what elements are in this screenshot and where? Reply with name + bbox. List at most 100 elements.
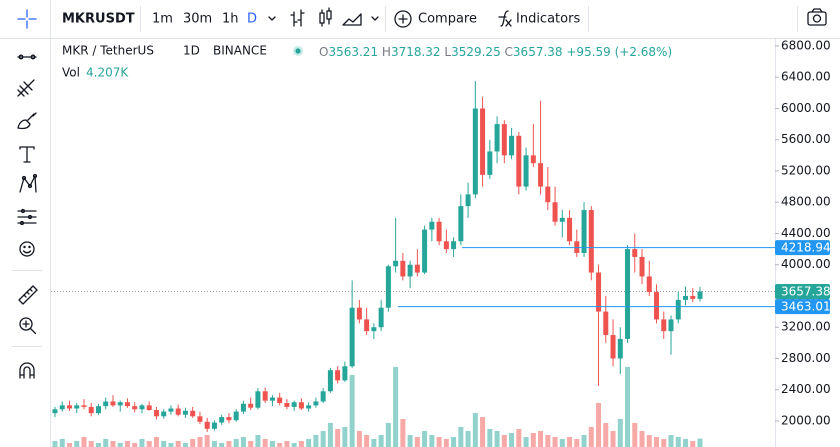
volume-bar [240,437,246,447]
volume-bar [458,427,464,447]
interval[interactable]: 1h [222,12,239,27]
volume-bar [219,443,225,447]
volume-bar [342,427,348,447]
interval[interactable]: 1m [152,12,173,27]
legend-exchange: BINANCE [213,44,267,58]
text-tool[interactable] [19,146,35,163]
volume-bar [668,435,674,447]
crosshair-tool[interactable] [17,9,37,29]
ohlc-value: 3529.25 [451,45,501,59]
candle-body [552,202,558,222]
volume-bar [480,417,486,447]
interval[interactable]: 30m [183,12,212,27]
candle-body [465,194,471,207]
y-tick-label: 4400.00 [781,226,831,240]
volume-bar [487,429,493,447]
candle-body [487,151,493,175]
candle-body [364,319,370,332]
candle-body [458,206,464,242]
volume-bar [95,443,101,447]
y-tick-label: 2800.00 [781,351,831,365]
volume-bar [690,441,696,447]
candle-body [509,135,515,156]
volume-bar [617,419,623,447]
candle-body [306,405,312,409]
candle-body [697,291,703,299]
volume-bar [262,439,268,447]
interval-active[interactable]: D [247,12,257,27]
prediction-tool[interactable] [17,208,37,226]
volume-bar [639,431,645,447]
candle-body [668,319,674,332]
volume-bar [277,443,283,447]
candle-body [139,405,145,410]
interval-menu[interactable] [268,16,276,21]
candle-body [639,256,645,277]
candle-body [523,155,529,187]
candle-body [393,260,399,267]
measure-tool[interactable] [18,285,38,305]
volume-bar [117,443,123,447]
candle-body [625,249,631,339]
volume-bar [284,441,290,447]
volume-bar [88,441,94,447]
volume-bar [124,441,130,447]
compare-button[interactable]: Compare [418,12,477,27]
candle-body [95,406,101,414]
candle-body [103,401,109,407]
compare-icon[interactable] [394,10,412,28]
magnet-tool[interactable] [19,362,35,379]
candle-body [596,272,602,312]
candle-body [146,405,152,411]
candle-body [407,264,413,277]
fib-tool[interactable] [17,79,35,97]
volume-bar [211,441,217,447]
candle-body [356,307,362,320]
indicators-button[interactable]: Indicators [516,12,580,27]
y-tick-label: 6800.00 [781,38,831,52]
candle-body [545,186,551,203]
bar-style[interactable] [290,9,305,27]
volume-bar [255,435,261,447]
volume-bar [429,435,435,447]
candle-style[interactable] [319,7,332,27]
candle-body [378,307,384,328]
candle-body [422,229,428,273]
volume-bar [182,443,188,447]
pattern-tool[interactable] [19,173,38,193]
indicators-icon[interactable] [498,10,512,27]
volume-bar [574,439,580,447]
volume-bar [625,367,631,447]
volume-bar [327,423,333,447]
candle-body [182,410,188,415]
candle-body [581,210,587,254]
plot-area [51,81,775,447]
candle-body [349,307,355,367]
candle-body [52,409,58,414]
volume-bar [59,439,65,447]
volume-bar [385,423,391,447]
candle-body [480,108,486,175]
symbol[interactable]: MKRUSDT [62,12,135,27]
candle-body [124,402,130,407]
volume-bar [153,437,159,447]
volume-bar [596,403,602,447]
candle-body [516,135,522,187]
volume-bar [632,423,638,447]
zoom-tool[interactable] [19,317,37,335]
candle-body [501,124,507,156]
style-menu[interactable] [371,16,379,21]
brush-tool[interactable] [17,112,37,130]
area-style[interactable] [342,13,362,26]
candle-body [385,266,391,308]
volume-bar [697,438,703,447]
emoji-tool[interactable] [19,241,35,257]
candle-body [443,241,449,250]
screenshot-button[interactable] [807,8,827,26]
volume-bar [306,439,312,447]
trendline-tool[interactable] [17,54,37,60]
price-axis: 6800.00 6400.00 6000.00 5600.00 5200.00 4800.… [775,38,831,427]
volume-bar [371,439,377,447]
